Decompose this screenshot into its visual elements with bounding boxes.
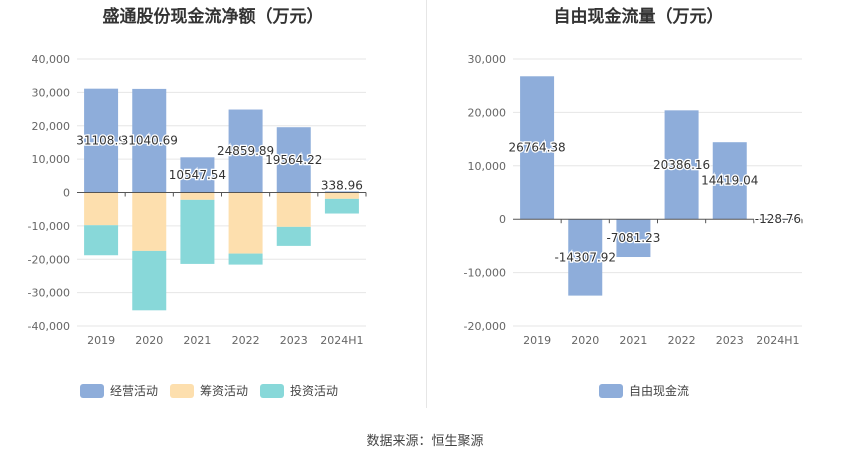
bar bbox=[324, 198, 359, 214]
legend-swatch bbox=[80, 383, 104, 398]
data-label: 10547.54 bbox=[169, 168, 226, 182]
legend-item[interactable]: 经营活动 bbox=[80, 382, 158, 399]
legend-label: 经营活动 bbox=[110, 384, 159, 398]
x-tick-label: 2024H1 bbox=[320, 334, 363, 347]
bar bbox=[520, 76, 555, 220]
bar bbox=[228, 253, 263, 265]
data-source-note: 数据来源：恒生聚源 bbox=[366, 434, 484, 449]
panel-divider bbox=[426, 0, 427, 408]
bar bbox=[132, 88, 167, 193]
y-tick-label: 20,000 bbox=[468, 106, 507, 119]
x-tick-label: 2023 bbox=[280, 334, 308, 347]
right-chart-title: 自由现金流量（万元） bbox=[553, 7, 724, 27]
bar bbox=[180, 199, 215, 264]
y-tick-label: 20,000 bbox=[32, 120, 71, 133]
bar bbox=[84, 88, 119, 193]
bar bbox=[324, 191, 359, 193]
y-tick-label: -20,000 bbox=[28, 253, 70, 266]
bar bbox=[276, 226, 311, 246]
left-chart-panel: 盛通股份现金流净额（万元） 40,000 30,000 20,000 10,000 0 -… bbox=[0, 0, 426, 408]
y-tick-label: -20,000 bbox=[464, 320, 506, 333]
bar bbox=[228, 192, 263, 254]
y-tick-label: 0 bbox=[63, 187, 70, 200]
data-label: 338.96 bbox=[321, 179, 363, 193]
data-label: -7081.23 bbox=[606, 231, 660, 245]
legend-label: 筹资活动 bbox=[200, 384, 249, 398]
x-tick-label: 2021 bbox=[619, 334, 647, 347]
legend-swatch bbox=[260, 383, 285, 398]
bar bbox=[324, 192, 359, 199]
bar bbox=[276, 192, 311, 227]
bar bbox=[132, 250, 167, 311]
legend-item[interactable]: 自由现金流 bbox=[599, 382, 689, 399]
x-tick-label: 2024H1 bbox=[756, 334, 799, 347]
x-tick-label: 2019 bbox=[87, 334, 115, 347]
x-tick-label: 2020 bbox=[135, 334, 163, 347]
bar bbox=[132, 192, 167, 251]
y-tick-label: -30,000 bbox=[28, 287, 70, 300]
data-label: -128.76 bbox=[755, 212, 801, 226]
y-tick-label: -40,000 bbox=[28, 320, 70, 333]
bar bbox=[84, 192, 119, 226]
data-label: 31040.69 bbox=[121, 134, 178, 148]
x-tick-label: 2022 bbox=[668, 334, 696, 347]
left-chart-legend: 经营活动 筹资活动 投资活动 bbox=[80, 382, 350, 401]
y-tick-label: 0 bbox=[499, 213, 506, 226]
y-tick-label: 30,000 bbox=[32, 86, 71, 99]
legend-swatch bbox=[170, 383, 195, 398]
bar bbox=[664, 110, 699, 220]
legend-item[interactable]: 投资活动 bbox=[260, 382, 338, 399]
y-tick-label: 40,000 bbox=[32, 53, 71, 66]
bar bbox=[180, 192, 215, 200]
data-label: -14307.92 bbox=[554, 250, 616, 264]
legend-label: 投资活动 bbox=[290, 384, 339, 398]
right-chart-panel: 自由现金流量（万元） 30,000 20,000 10,000 0 -10,000 -20… bbox=[427, 0, 850, 408]
bar bbox=[84, 225, 119, 256]
bar bbox=[568, 219, 603, 296]
x-tick-label: 2023 bbox=[716, 334, 744, 347]
data-label: 20386.16 bbox=[653, 158, 710, 172]
bar bbox=[180, 157, 215, 193]
bar bbox=[228, 109, 263, 193]
data-label: 24859.89 bbox=[217, 144, 274, 158]
right-chart-svg: 30,000 20,000 10,000 0 -10,000 -20,000 2019 202… bbox=[464, 53, 803, 347]
y-tick-label: 30,000 bbox=[468, 53, 507, 66]
y-tick-label: -10,000 bbox=[28, 220, 70, 233]
bar bbox=[276, 127, 311, 193]
y-tick-label: -10,000 bbox=[464, 267, 506, 280]
legend-item[interactable]: 筹资活动 bbox=[170, 382, 248, 399]
y-tick-label: 10,000 bbox=[32, 153, 71, 166]
x-tick-label: 2020 bbox=[571, 334, 599, 347]
legend-label: 自由现金流 bbox=[629, 384, 690, 398]
data-label: 26764.38 bbox=[508, 141, 565, 155]
x-tick-label: 2019 bbox=[523, 334, 551, 347]
left-chart-svg: 40,000 30,000 20,000 10,000 0 -10,000 -20,000 -… bbox=[28, 53, 367, 347]
data-label: 14419.04 bbox=[701, 174, 758, 188]
right-chart-legend: 自由现金流 bbox=[599, 382, 701, 401]
x-tick-label: 2021 bbox=[183, 334, 211, 347]
y-tick-label: 10,000 bbox=[468, 160, 507, 173]
bar bbox=[712, 142, 747, 220]
bar bbox=[616, 219, 651, 258]
left-chart-title: 盛通股份现金流净额（万元） bbox=[102, 7, 324, 27]
x-tick-label: 2022 bbox=[232, 334, 260, 347]
legend-swatch bbox=[599, 383, 623, 398]
data-label: 19564.22 bbox=[265, 153, 322, 167]
data-label: 31108.9 bbox=[76, 134, 126, 148]
